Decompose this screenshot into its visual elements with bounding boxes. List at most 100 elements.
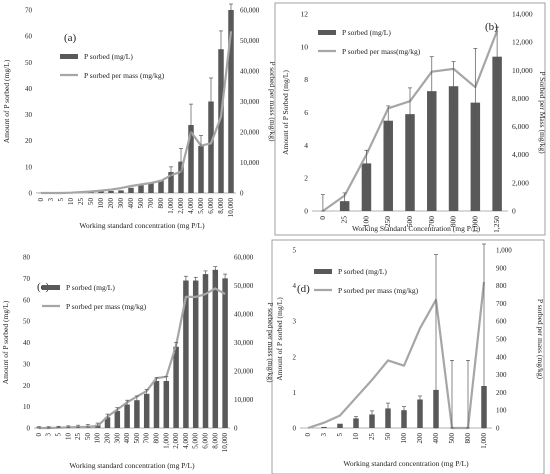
category-label: 6,000 (207, 198, 215, 214)
bar (337, 423, 343, 428)
x-axis-title: Working Standard Concentration (mg P/L) (352, 224, 481, 233)
legend-swatch-bar (314, 269, 332, 274)
right-axis-title: P sorbed per mass (mg/kg) (268, 61, 277, 142)
panel-label: (d) (297, 283, 310, 295)
x-axis-title: Working standard concentration (mg P/L) (69, 461, 195, 470)
category-label: 300 (117, 198, 125, 209)
left-tick-label: 60 (23, 296, 31, 304)
category-label: 1,000 (470, 216, 479, 233)
bar (427, 91, 437, 211)
right-tick-label: 8,000 (512, 94, 529, 103)
bar (143, 393, 150, 428)
legend-label-bars: P sorbed (mg/L) (342, 28, 391, 37)
right-tick-label: 2,000 (512, 178, 529, 187)
right-tick-label: 700 (496, 300, 507, 308)
category-label: 10 (64, 433, 72, 441)
bar (124, 404, 130, 428)
category-label: 10,000 (227, 198, 235, 218)
legend-label-bars: P sorbed (mg/L) (338, 267, 387, 276)
category-label: 8,000 (217, 198, 225, 214)
bar (148, 182, 154, 193)
left-tick-label: 4 (293, 282, 297, 290)
legend-swatch-bar (60, 54, 78, 59)
right-tick-label: 1,000 (496, 247, 512, 255)
category-label: 700 (143, 433, 151, 444)
left-tick-label: 0 (304, 207, 308, 216)
right-axis-title: P sorbed per mass (mg/kg) (266, 302, 275, 383)
left-tick-label: 10 (23, 403, 31, 411)
bar (128, 187, 134, 193)
bar (202, 274, 209, 428)
category-label: 10 (352, 433, 360, 441)
category-label: 400 (123, 433, 131, 444)
right-tick-label: 20,000 (240, 129, 260, 137)
right-tick-label: 6,000 (512, 122, 529, 131)
category-label: 2,000 (172, 433, 180, 449)
category-label: 250 (383, 216, 392, 228)
category-label: 3 (45, 433, 53, 437)
category-label: 700 (147, 198, 155, 209)
right-tick-label: 4,000 (512, 150, 529, 159)
category-label: 3 (320, 433, 328, 437)
category-label: 1,000 (162, 433, 170, 449)
left-tick-label: 2 (293, 353, 297, 361)
bar (173, 346, 179, 428)
right-tick-label: 14,000 (512, 10, 533, 19)
right-tick-label: 600 (496, 318, 507, 326)
left-tick-label: 70 (23, 275, 31, 283)
left-tick-label: 20 (25, 137, 33, 145)
left-axis-title: Amount of P sorbed (mg/L) (275, 297, 284, 381)
bar (104, 417, 111, 428)
bar (98, 191, 104, 193)
category-label: 300 (113, 433, 121, 444)
left-tick-label: 30 (25, 111, 33, 119)
bar (218, 49, 224, 193)
left-tick-label: 3 (293, 318, 297, 326)
bar (492, 56, 502, 211)
category-label: 0 (318, 216, 327, 220)
left-tick-label: 30 (23, 360, 31, 368)
legend-label-line: P sorbed per mass (mg/kg) (66, 302, 147, 311)
category-label: 700 (427, 216, 436, 228)
bar (114, 410, 121, 428)
category-label: 0 (304, 433, 312, 437)
category-label: 5 (57, 198, 65, 202)
right-tick-label: 300 (496, 371, 507, 379)
right-tick-label: 30,000 (234, 339, 254, 347)
category-label: 5 (55, 433, 63, 437)
right-tick-label: 0 (240, 190, 244, 198)
category-label: 0 (37, 198, 45, 202)
right-tick-label: 400 (496, 353, 507, 361)
panel-border (274, 2, 546, 236)
bar (353, 418, 359, 428)
category-label: 4,000 (182, 433, 190, 449)
bar (118, 190, 124, 193)
category-label: 8,000 (211, 433, 219, 449)
left-tick-label: 2 (304, 174, 308, 183)
category-label: 50 (87, 198, 95, 206)
bar (369, 414, 375, 428)
right-tick-label: 30,000 (240, 98, 260, 106)
category-label: 400 (432, 433, 440, 444)
category-label: 10,000 (221, 433, 229, 453)
right-tick-label: 10,000 (512, 66, 533, 75)
chart-panel-c: 01020304050607080010,00020,00030,00040,0… (1, 254, 275, 471)
chart-panel-a: 010203040506070010,00020,00030,00040,000… (2, 3, 277, 230)
left-tick-label: 50 (25, 59, 33, 67)
category-label: 0 (35, 433, 43, 437)
bar (222, 278, 228, 428)
legend-label-line: P sorbed per mass(mg/kg) (342, 47, 421, 56)
right-tick-label: 100 (496, 407, 507, 415)
left-tick-label: 0 (29, 190, 33, 198)
category-label: 800 (449, 216, 458, 228)
category-label: 25 (74, 433, 82, 441)
left-axis-title: Amount of P sorbed (mg/L) (2, 59, 11, 143)
category-label: 100 (94, 433, 102, 444)
bar (212, 269, 219, 428)
left-tick-label: 0 (27, 425, 31, 433)
left-tick-label: 5 (293, 247, 297, 255)
left-tick-label: 40 (23, 339, 31, 347)
chart-panel-b: 0 2 4 6 8 10 12 0 2,000 4,000 6,000 8,000 10,000 12,0… (274, 2, 547, 236)
legend-label-line: P sorbed per mass (mg/kg) (338, 286, 419, 295)
category-label: 400 (127, 198, 135, 209)
